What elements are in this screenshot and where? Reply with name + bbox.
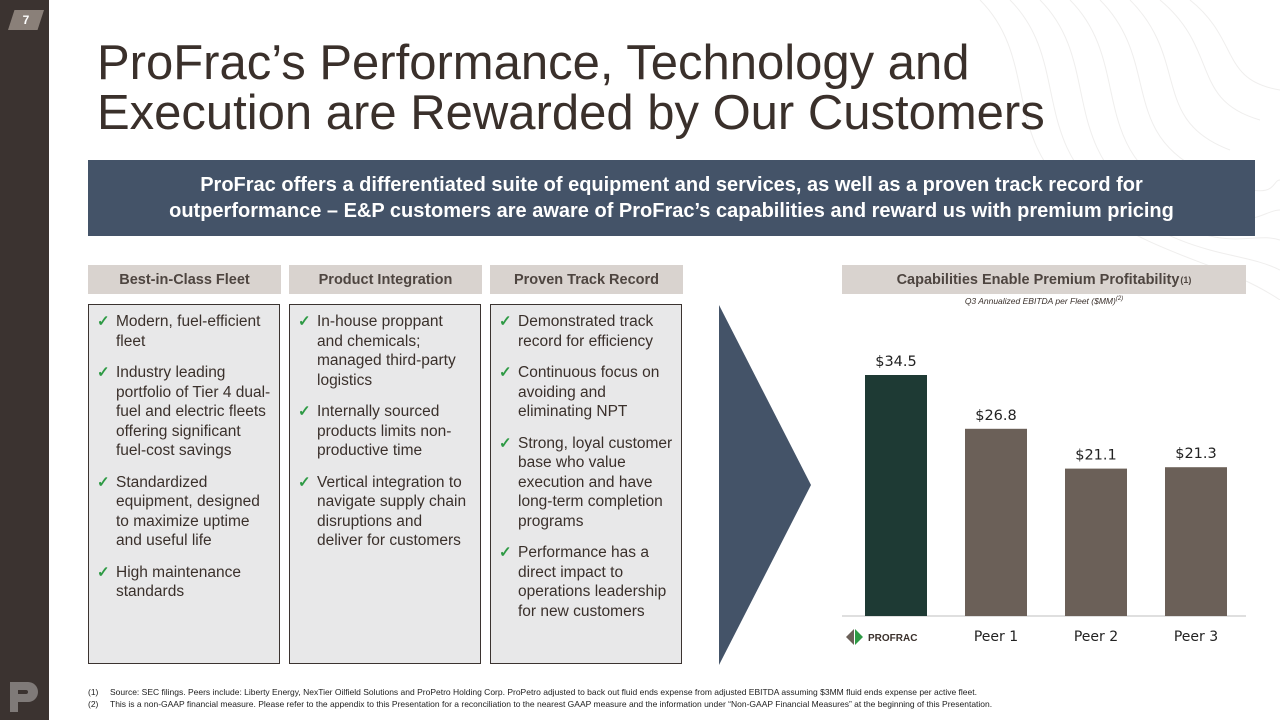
- list-item: ✓ Internally sourced products limits non-…: [298, 403, 452, 459]
- banner-line-2: outperformance – E&P customers are aware…: [169, 200, 1174, 222]
- logo-mark-icon: [846, 629, 854, 645]
- bar-value-label-2: $21.1: [1075, 448, 1117, 464]
- list-item: ✓ High maintenance standards: [97, 563, 241, 601]
- column-header-fleet: Best-in-Class Fleet: [88, 265, 281, 294]
- column-box-track-record: ✓ Demonstrated track record for efficienc…: [490, 304, 682, 664]
- bar-value-label-0: $34.5: [875, 354, 917, 370]
- column-header-track-record: Proven Track Record: [490, 265, 683, 294]
- list-item: ✓ Demonstrated track record for efficienc…: [499, 313, 654, 350]
- banner-line-1: ProFrac offers a differentiated suite of…: [200, 174, 1143, 196]
- list-item: ✓ Standardized equipment, designed to max…: [97, 473, 260, 550]
- summary-banner: ProFrac offers a differentiated suite of…: [88, 160, 1255, 236]
- page-number-badge: 7: [8, 10, 44, 30]
- category-label-3: Peer 3: [1174, 629, 1218, 645]
- title-line-2: Execution are Rewarded by Our Customers: [97, 86, 1045, 140]
- checkmark-icon: ✓: [97, 313, 110, 330]
- chart-header: Capabilities Enable Premium Profitabilit…: [842, 265, 1246, 294]
- profrac-monogram-icon: [10, 682, 38, 712]
- profrac-logo: PROFRAC: [846, 629, 917, 645]
- category-label-1: Peer 1: [974, 629, 1018, 645]
- column-box-integration: ✓ In-house proppant and chemicals; manage…: [289, 304, 481, 664]
- bar-value-label-1: $26.8: [975, 408, 1017, 424]
- bar-3: [1165, 467, 1227, 616]
- column-header-integration: Product Integration: [289, 265, 482, 294]
- list-item: ✓ In-house proppant and chemicals; manage…: [298, 313, 456, 389]
- checkmark-icon: ✓: [499, 544, 512, 561]
- bar-value-label-3: $21.3: [1175, 446, 1217, 462]
- bar-2: [1065, 468, 1127, 616]
- checkmark-icon: ✓: [499, 364, 512, 381]
- category-label-2: Peer 2: [1074, 629, 1118, 645]
- chevron-arrow-icon: [719, 305, 811, 665]
- footnote-1: (1) Source: SEC filings. Peers include: L…: [88, 687, 977, 697]
- checkmark-icon: ✓: [298, 403, 311, 420]
- chart-subtitle: Q3 Annualized EBITDA per Fleet ($MM)(2): [964, 296, 1124, 306]
- title-line-1: ProFrac’s Performance, Technology and: [97, 36, 970, 90]
- checkmark-icon: ✓: [298, 473, 311, 491]
- bar-1: [965, 428, 1027, 616]
- footnotes: (1) Source: SEC filings. Peers include: L…: [88, 687, 1268, 710]
- list-item: ✓ Strong, loyal customer base who value e…: [499, 434, 673, 530]
- checkmark-icon: ✓: [298, 313, 311, 330]
- logo-text: PROFRAC: [868, 633, 917, 644]
- checkmark-icon: ✓: [499, 313, 512, 330]
- checkmark-icon: ✓: [499, 434, 512, 452]
- bar-0: [865, 375, 927, 616]
- checkmark-icon: ✓: [97, 563, 110, 581]
- list-item: ✓ Industry leading portfolio of Tier 4 du…: [97, 364, 271, 459]
- checkmark-icon: ✓: [97, 364, 110, 381]
- list-item: ✓ Vertical integration to navigate supply…: [298, 473, 467, 550]
- column-box-fleet: ✓ Modern, fuel-efficient fleet ✓ Industry …: [88, 304, 280, 664]
- list-item: ✓ Performance has a direct impact to oper…: [499, 544, 667, 620]
- logo-mark-accent-icon: [855, 629, 863, 645]
- page-title: ProFrac’s Performance, Technology and Ex…: [97, 38, 1197, 138]
- ebitda-bar-chart: $34.5 $26.8 Peer 1 $21.1 Peer 2 $21.3 Peer 3 PR…: [842, 354, 1246, 645]
- list-item: ✓ Modern, fuel-efficient fleet: [97, 313, 261, 350]
- list-item: ✓ Continuous focus on avoiding and elimin…: [499, 364, 660, 420]
- footnote-2: (2) This is a non-GAAP financial measure.…: [88, 698, 993, 709]
- checkmark-icon: ✓: [97, 473, 110, 491]
- left-sidebar: 7: [0, 0, 49, 720]
